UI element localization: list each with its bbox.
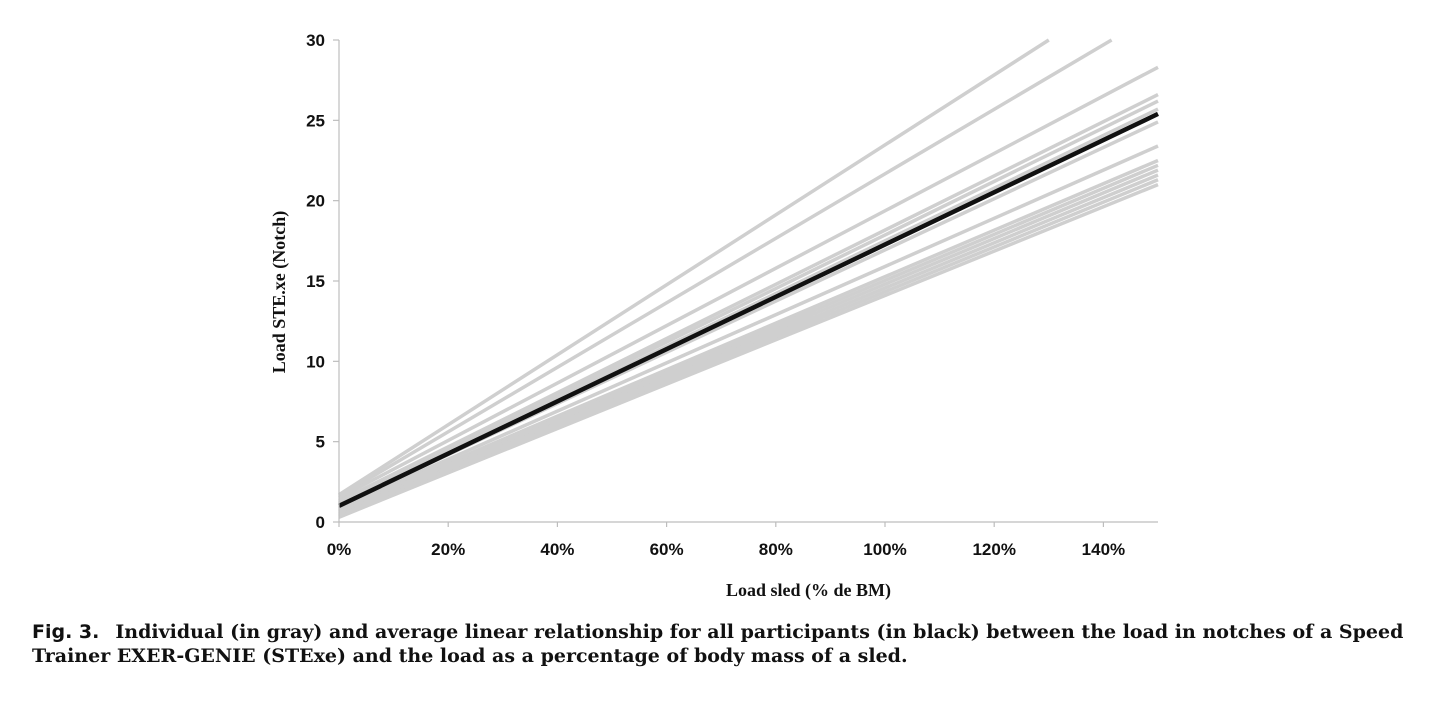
- y-tick-label: 20: [306, 192, 325, 211]
- individual-line: [338, 158, 1159, 511]
- x-tick-label: 60%: [650, 540, 684, 559]
- figure-caption: Fig. 3. Individual (in gray) and average…: [32, 620, 1422, 668]
- figure-caption-text: Individual (in gray) and average linear …: [32, 621, 1404, 667]
- individual-line: [338, 144, 1159, 510]
- individual-line: [338, 182, 1159, 519]
- x-tick-label: 140%: [1082, 540, 1125, 559]
- y-tick-label: 0: [316, 513, 325, 532]
- x-tick-label: 40%: [540, 540, 574, 559]
- x-tick-label: 100%: [863, 540, 906, 559]
- x-axis-ticks: 0% 20% 40% 60% 80% 100% 120% 140%: [327, 522, 1125, 559]
- individual-line: [338, 163, 1159, 513]
- series-lines: [338, 38, 1159, 519]
- individual-line: [338, 93, 1159, 503]
- y-axis-ticks: 0 5 10 15 20 25 30: [306, 31, 339, 532]
- y-tick-label: 10: [306, 352, 325, 371]
- x-tick-label: 80%: [759, 540, 793, 559]
- individual-line: [338, 99, 1159, 505]
- individual-line: [338, 65, 1159, 500]
- y-tick-label: 25: [306, 111, 325, 130]
- individual-line: [338, 38, 1050, 497]
- average-line: [338, 111, 1159, 508]
- y-tick-label: 30: [306, 31, 325, 50]
- x-tick-label: 20%: [431, 540, 465, 559]
- individual-line: [338, 168, 1159, 515]
- x-tick-label: 0%: [327, 540, 352, 559]
- figure-label: Fig. 3.: [32, 621, 100, 643]
- y-tick-label: 15: [306, 272, 325, 291]
- individual-line: [338, 178, 1159, 518]
- x-tick-label: 120%: [972, 540, 1015, 559]
- individual-line: [338, 38, 1113, 498]
- y-tick-label: 5: [316, 433, 325, 452]
- x-axis-title: Load sled (% de BM): [726, 580, 891, 601]
- individual-line: [338, 173, 1159, 516]
- y-axis-title: Load STE.xe (Notch): [269, 211, 290, 374]
